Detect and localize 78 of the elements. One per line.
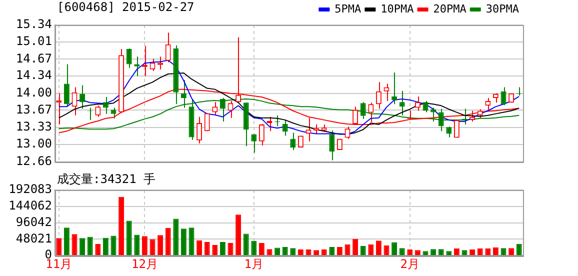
bar [180,228,186,256]
x-tick-label: 2月 [400,256,420,271]
candlestick [228,100,234,118]
candlestick [422,100,428,113]
legend-label: 10PMA [380,2,414,16]
chart-title: [600468] 2015-02-27 [57,0,194,14]
y-tick-label: 14.67 [16,51,52,66]
y-tick-label: 13.00 [16,136,52,151]
candlestick [360,102,366,120]
candlestick [282,119,288,136]
bar [142,236,148,256]
y-tick-label: 13.67 [16,102,52,116]
bar [516,244,522,256]
bar [165,228,171,256]
bar [95,244,101,256]
y-tick-label: 12.66 [16,154,52,168]
bar [352,238,358,256]
y-tick-label: 14.34 [16,68,52,82]
candlestick [462,108,468,126]
bar [243,234,249,256]
candlestick [344,126,350,140]
bar [212,245,218,256]
bar [134,234,140,256]
candlestick [80,84,86,110]
candlestick [64,64,70,108]
bar [368,244,374,256]
bar [204,242,210,256]
chart-title: 成交量:34321 手 [57,172,156,186]
candlestick [258,124,264,146]
legend-label: 20PMA [433,2,467,16]
bar [251,240,257,256]
bar [258,242,264,256]
bar [236,214,242,256]
bar [220,242,226,256]
candlestick [196,116,202,144]
bar [196,240,202,256]
candlestick [110,107,116,119]
candlestick [290,132,296,151]
candlestick [485,97,491,110]
candlestick [274,114,280,127]
bar [158,235,164,256]
bar [118,196,124,256]
candlestick [165,32,171,63]
bar [376,240,382,256]
candlestick [446,126,452,138]
candlestick [414,96,420,112]
candlestick [492,92,498,104]
candlestick [329,130,335,161]
candlestick [251,134,257,154]
bar [80,238,86,256]
legend-label: 5PMA [334,2,362,16]
candlestick [212,102,218,116]
bar [126,220,132,256]
y-tick-label: 15.01 [16,34,52,48]
candlestick [430,107,436,122]
candlestick [102,96,108,114]
bar [87,236,93,256]
bar [102,238,108,256]
candlestick [470,110,476,122]
y-tick-label: 192083 [8,182,52,196]
y-tick-label: 48021 [16,231,52,246]
legend-label: 30PMA [486,2,520,16]
x-tick-label: 12月 [131,256,158,271]
y-tick-label: 15.34 [16,17,52,32]
x-tick-label: 1月 [244,256,264,271]
candlestick [368,102,374,122]
y-tick-label: 14.00 [16,86,52,100]
bar [56,238,62,256]
candlestick [392,72,398,105]
bar [64,228,70,256]
y-tick-label: 96042 [16,214,52,229]
candlestick [126,48,132,68]
y-tick-label: 144062 [8,198,52,213]
candlestick [376,82,382,110]
y-tick-label: 13.33 [16,120,52,134]
candlestick [352,106,358,126]
bar [392,242,398,256]
bar [173,218,179,256]
